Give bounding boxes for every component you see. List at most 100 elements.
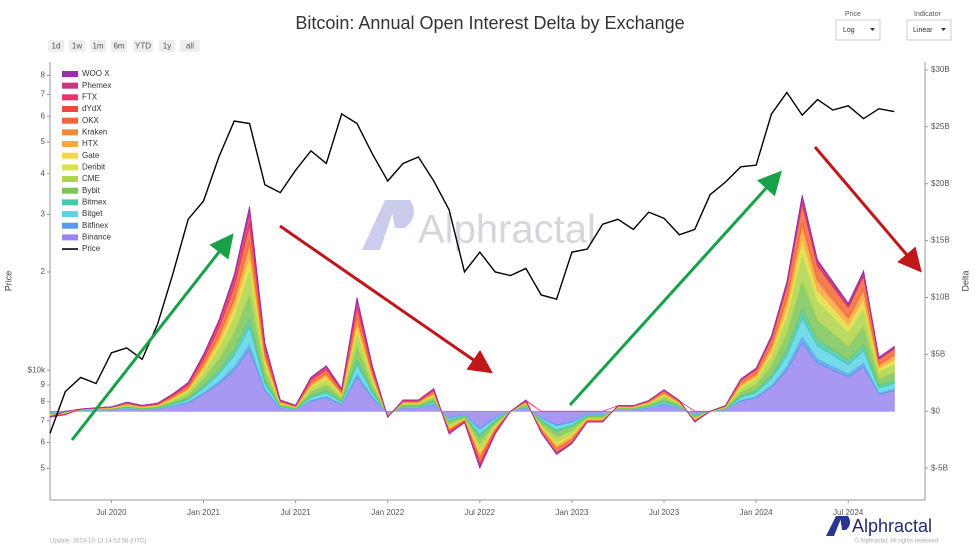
- y-axis-title: Price: [3, 271, 13, 292]
- y-tick-label: 7: [41, 90, 46, 99]
- y-tick-label: 6: [41, 111, 46, 120]
- legend-label: dYdX: [82, 104, 102, 113]
- y-tick-label: 2: [41, 267, 46, 276]
- y-tick-label: 3: [41, 210, 46, 219]
- y-tick-label: 9: [41, 380, 46, 389]
- range-button-label: YTD: [135, 42, 151, 51]
- range-button-label: 6m: [113, 42, 124, 51]
- trend-arrows: [70, 146, 922, 441]
- x-tick-label: Jan 2023: [555, 508, 588, 517]
- range-button-label: 1m: [92, 42, 103, 51]
- legend-swatch: [62, 234, 78, 241]
- legend-label: Bybit: [82, 186, 101, 195]
- indicator-control[interactable]: Indicator Linear: [906, 11, 952, 41]
- legend-label: Bitget: [82, 209, 103, 218]
- legend-swatch: [62, 164, 78, 171]
- watermark-logo: [362, 200, 414, 250]
- dropdown-value: Log: [843, 27, 855, 34]
- x-tick-label: Jul 2023: [649, 508, 680, 517]
- plot-area: 5 6 7 8 9 $10k 2 3 4 5 6 7 8 $-5B $0 $5B $10B $15B $20B $25…: [28, 65, 950, 517]
- legend-swatch: [62, 211, 78, 218]
- y-tick-label: 8: [41, 71, 46, 80]
- range-button[interactable]: [159, 40, 175, 52]
- legend-swatch: [62, 176, 78, 183]
- brand-name: Alphractal: [852, 516, 932, 536]
- x-tick-label: Jul 2020: [96, 508, 127, 517]
- range-button-label: 1d: [52, 42, 61, 51]
- legend-swatch: [62, 106, 78, 113]
- range-button[interactable]: [180, 40, 200, 52]
- legend-swatch: [62, 222, 78, 229]
- dropdown-caret: [870, 28, 875, 31]
- x-tick-label: Jul 2021: [280, 508, 311, 517]
- price-control[interactable]: Price Log: [835, 11, 881, 41]
- range-button-label: all: [186, 42, 194, 51]
- watermark: Alphractal: [362, 200, 596, 252]
- y2-tick-label: $20B: [931, 179, 950, 188]
- range-button-label: 1w: [72, 42, 82, 51]
- y-tick-label: 5: [41, 137, 46, 146]
- x-tick-label: Jan 2024: [740, 508, 773, 517]
- arrow-down: [813, 146, 922, 273]
- legend-label: HTX: [82, 139, 99, 148]
- arrow-down: [279, 224, 493, 374]
- legend-swatch: [62, 71, 78, 77]
- range-button-label: 1y: [163, 42, 171, 51]
- legend-swatch: [62, 141, 78, 148]
- y2-tick-label: $-5B: [931, 463, 948, 472]
- arrow-up: [70, 233, 234, 441]
- range-button[interactable]: [69, 40, 85, 52]
- y2-tick-label: $0: [931, 406, 940, 415]
- chart-title: Bitcoin: Annual Open Interest Delta by E…: [295, 13, 684, 33]
- legend-label: Bitfinex: [82, 221, 108, 230]
- legend-swatch: [62, 117, 78, 124]
- y2-tick-label: $15B: [931, 236, 950, 245]
- x-tick-label: Jul 2022: [465, 508, 496, 517]
- legend-label: Binance: [82, 232, 111, 241]
- legend-label: Deribit: [82, 162, 106, 171]
- dropdown[interactable]: [906, 19, 952, 41]
- legend-swatch: [62, 82, 78, 89]
- x-tick-label: Jan 2022: [371, 508, 404, 517]
- y2-axis-title: Delta: [960, 270, 970, 291]
- y2-tick-label: $10B: [931, 293, 950, 302]
- legend-label: Bitmex: [82, 197, 106, 206]
- y-tick-label: $10k: [28, 365, 46, 374]
- control-label: Indicator: [914, 11, 942, 18]
- legend-label: CME: [82, 174, 100, 183]
- y-tick-label: 8: [41, 397, 46, 406]
- dropdown[interactable]: [835, 19, 881, 41]
- dropdown-caret: [941, 28, 946, 31]
- legend-label: WOO X: [82, 69, 110, 78]
- arrow-up: [568, 170, 783, 407]
- copyright: © Alphractal, All rights reserved: [855, 538, 938, 545]
- legend-swatch: [62, 152, 78, 159]
- y-tick-label: 5: [41, 463, 46, 472]
- legend-label: Kraken: [82, 127, 107, 136]
- legend-swatch: [62, 129, 78, 136]
- brand: Alphractal: [826, 516, 932, 536]
- legend-label: Phemex: [82, 81, 111, 90]
- watermark-text: Alphractal: [418, 208, 596, 252]
- y-tick-label: 6: [41, 438, 46, 447]
- y-tick-label: 4: [41, 169, 46, 178]
- update-time: Update: 2024-10-13 14:52:56 (UTC): [50, 539, 146, 545]
- legend-label: OKX: [82, 116, 100, 125]
- legend-swatch: [62, 199, 78, 206]
- range-button[interactable]: [48, 40, 64, 52]
- x-tick-label: Jan 2021: [187, 508, 220, 517]
- range-button[interactable]: [90, 40, 106, 52]
- range-button[interactable]: [111, 40, 127, 52]
- range-buttons: 1d 1w 1m 6m YTD 1y all: [48, 40, 200, 52]
- y2-tick-label: $25B: [931, 122, 950, 131]
- control-label: Price: [845, 11, 861, 18]
- brand-logo: [826, 516, 851, 536]
- range-button[interactable]: [133, 40, 153, 52]
- y-tick-label: 7: [41, 416, 46, 425]
- legend-label: Price: [82, 244, 101, 253]
- legend-swatch: [62, 187, 78, 194]
- legend-label: FTX: [82, 92, 98, 101]
- legend-label: Gate: [82, 151, 100, 160]
- legend-swatch: [62, 94, 78, 101]
